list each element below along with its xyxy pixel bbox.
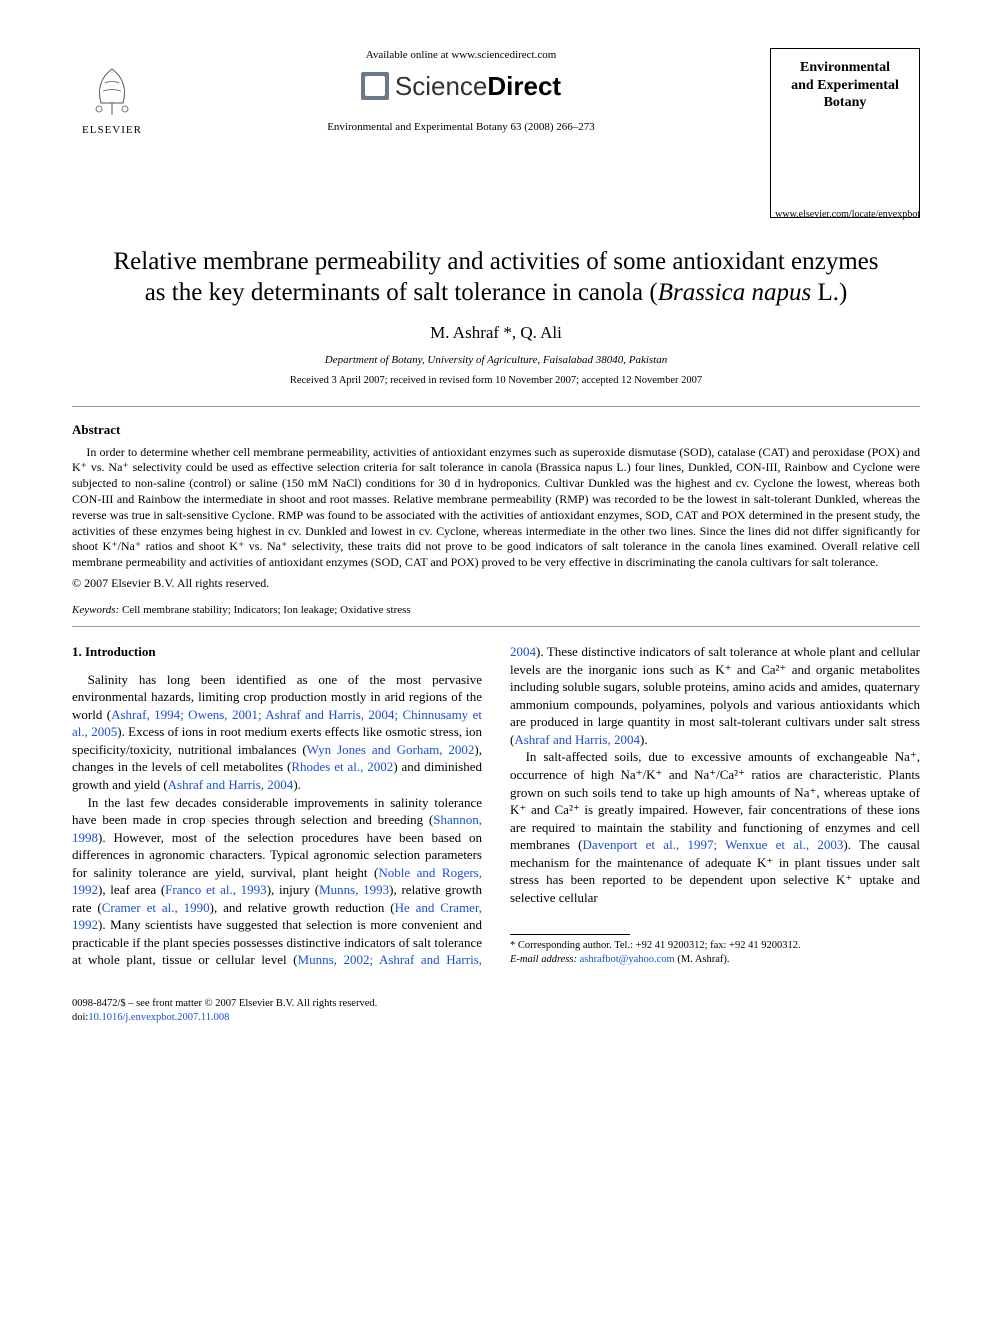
email-link[interactable]: ashrafbot@yahoo.com (580, 954, 675, 965)
intro-paragraph-1: Salinity has long been identified as one… (72, 671, 482, 794)
citation-link[interactable]: Wyn Jones and Gorham, 2002 (307, 742, 475, 757)
citation-link[interactable]: Cramer et al., 1990 (102, 900, 210, 915)
affiliation: Department of Botany, University of Agri… (72, 353, 920, 368)
article-title: Relative membrane permeability and activ… (72, 246, 920, 309)
abstract-heading: Abstract (72, 421, 920, 439)
keywords-list: Cell membrane stability; Indicators; Ion… (122, 604, 411, 616)
rule-above-abstract (72, 406, 920, 407)
doi-link[interactable]: 10.1016/j.envexpbot.2007.11.008 (88, 1012, 229, 1023)
page-header: ELSEVIER Available online at www.science… (72, 48, 920, 218)
citation-link[interactable]: Davenport et al., 1997; Wenxue et al., 2… (583, 837, 844, 852)
section-head-introduction: 1. Introduction (72, 643, 482, 661)
title-line2-pre: as the key determinants of salt toleranc… (145, 279, 658, 306)
keywords-label: Keywords: (72, 604, 119, 616)
citation-link[interactable]: Ashraf and Harris, 2004 (514, 732, 640, 747)
title-line2-post: L.) (811, 279, 847, 306)
journal-cover-wrap: Environmental and Experimental Botany (770, 48, 920, 218)
authors: M. Ashraf *, Q. Ali (72, 322, 920, 345)
sciencedirect-icon (361, 72, 389, 100)
title-line1: Relative membrane permeability and activ… (113, 248, 878, 275)
sciencedirect-text-bold: Direct (487, 71, 561, 101)
abstract-body: In order to determine whether cell membr… (72, 445, 920, 572)
sciencedirect-logo: ScienceDirect (361, 69, 561, 104)
front-matter-line: 0098-8472/$ – see front matter © 2007 El… (72, 997, 920, 1011)
email-label: E-mail address: (510, 954, 577, 965)
header-center: Available online at www.sciencedirect.co… (152, 48, 770, 135)
title-species: Brassica napus (658, 279, 811, 306)
sciencedirect-text-thin: Science (395, 71, 488, 101)
footnotes: * Corresponding author. Tel.: +92 41 920… (510, 939, 920, 966)
page-footer: 0098-8472/$ – see front matter © 2007 El… (72, 997, 920, 1025)
email-after: (M. Ashraf). (677, 954, 729, 965)
doi-prefix: doi: (72, 1012, 88, 1023)
elsevier-tree-icon (81, 59, 143, 121)
citation-link[interactable]: Ashraf and Harris, 2004 (168, 777, 294, 792)
elsevier-text: ELSEVIER (82, 123, 142, 138)
journal-cover-box: Environmental and Experimental Botany (770, 48, 920, 218)
available-online-text: Available online at www.sciencedirect.co… (152, 48, 770, 63)
abstract-copyright: © 2007 Elsevier B.V. All rights reserved… (72, 575, 920, 591)
body-columns: 1. Introduction Salinity has long been i… (72, 643, 920, 969)
corresponding-author: * Corresponding author. Tel.: +92 41 920… (510, 939, 920, 953)
rule-below-keywords (72, 626, 920, 627)
citation-link[interactable]: Franco et al., 1993 (165, 882, 267, 897)
citation-link[interactable]: Rhodes et al., 2002 (291, 759, 393, 774)
footnote-rule (510, 934, 630, 935)
journal-box-line2: and Experimental (791, 77, 899, 95)
journal-box-line1: Environmental (791, 59, 899, 77)
article-dates: Received 3 April 2007; received in revis… (72, 374, 920, 388)
intro-paragraph-3: In salt-affected soils, due to excessive… (510, 748, 920, 906)
keywords: Keywords: Cell membrane stability; Indic… (72, 603, 920, 618)
journal-box-line3: Botany (791, 94, 899, 112)
journal-url: www.elsevier.com/locate/envexpbot (72, 208, 920, 222)
elsevier-logo: ELSEVIER (72, 48, 152, 138)
citation-link[interactable]: Munns, 1993 (319, 882, 389, 897)
journal-citation: Environmental and Experimental Botany 63… (152, 120, 770, 135)
